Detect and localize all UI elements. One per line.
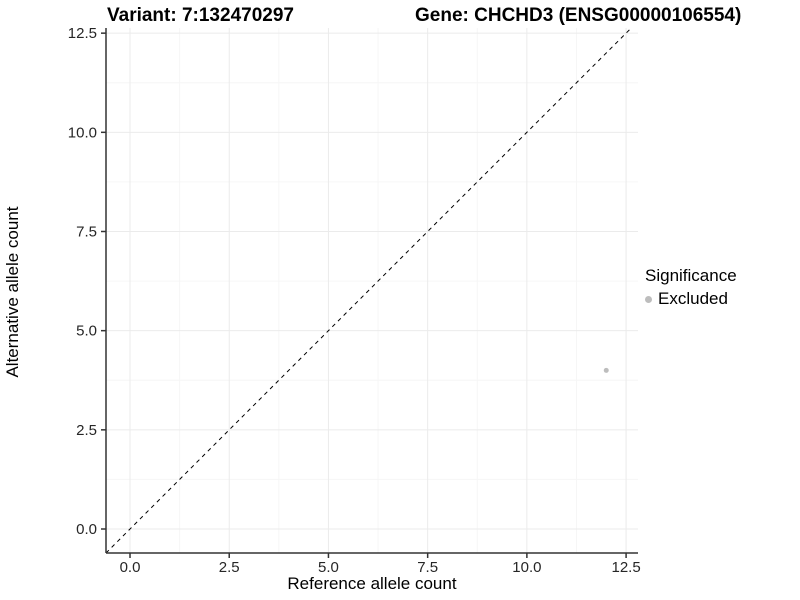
y-tick-label: 12.5 [68, 25, 97, 42]
x-tick-label: 5.0 [318, 559, 339, 576]
plot-title-variant: Variant: 7:132470297 [107, 5, 294, 26]
y-tick-label: 10.0 [68, 124, 97, 141]
y-axis-title: Alternative allele count [3, 206, 22, 378]
legend-item-label: Excluded [658, 289, 728, 308]
x-tick-label: 0.0 [120, 559, 141, 576]
x-axis-title: Reference allele count [287, 574, 457, 593]
legend: Significance Excluded [645, 266, 737, 309]
x-tick-label: 2.5 [219, 559, 240, 576]
legend-title: Significance [645, 266, 737, 285]
x-tick-label: 10.0 [512, 559, 541, 576]
data-point-excluded [603, 367, 609, 373]
y-tick-label: 2.5 [76, 422, 97, 439]
y-tick-label: 5.0 [76, 323, 97, 340]
x-tick-label: 12.5 [611, 559, 640, 576]
identity-line [105, 27, 632, 554]
x-tick-label: 7.5 [417, 559, 438, 576]
y-tick-label: 0.0 [76, 521, 97, 538]
y-tick-label: 7.5 [76, 223, 97, 240]
plot-title-gene: Gene: CHCHD3 (ENSG00000106554) [415, 5, 742, 26]
legend-item-excluded: Excluded [645, 289, 737, 309]
legend-point-icon [645, 295, 652, 303]
